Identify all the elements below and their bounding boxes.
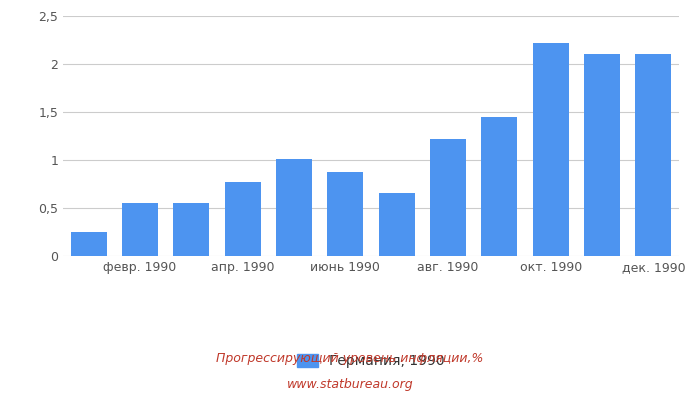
Text: Прогрессирующий уровень инфляции,%: Прогрессирующий уровень инфляции,% [216,352,484,365]
Bar [636,54,671,256]
Bar [328,172,363,256]
Bar [225,182,260,256]
Bar [584,54,620,256]
Bar [276,159,312,256]
Bar [174,203,209,256]
Text: www.statbureau.org: www.statbureau.org [287,378,413,391]
Bar [533,43,568,256]
Bar [379,193,414,256]
Bar [71,232,106,256]
Bar [430,139,466,256]
Bar [122,203,158,256]
Bar [482,117,517,256]
Legend: Германия, 1990: Германия, 1990 [292,349,450,374]
